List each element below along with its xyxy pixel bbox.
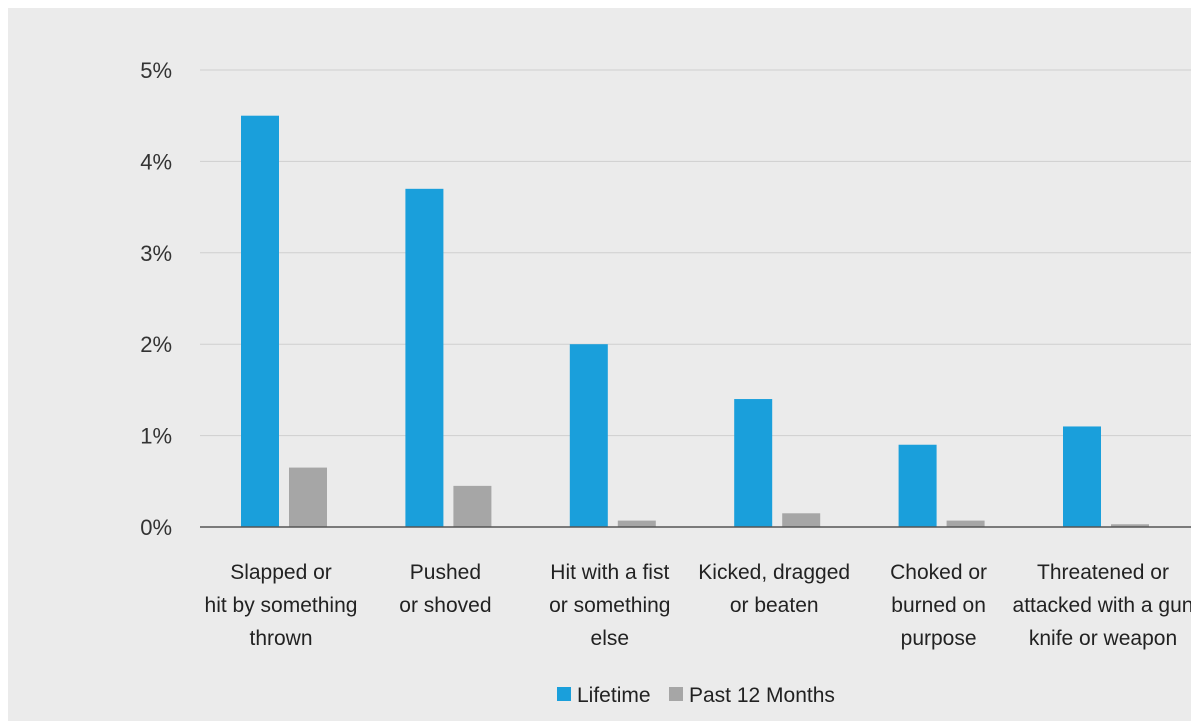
bar-lifetime bbox=[569, 344, 608, 527]
bar-past-12-months bbox=[946, 520, 985, 527]
y-tick-label: 0% bbox=[140, 515, 172, 540]
x-category-label-line: burned on bbox=[891, 594, 986, 617]
y-tick-label: 4% bbox=[140, 149, 172, 174]
x-category-label-line: Threatened or bbox=[1037, 561, 1169, 584]
bar-lifetime bbox=[734, 399, 773, 527]
y-tick-label: 3% bbox=[140, 241, 172, 266]
x-category-label: Slapped or hit by something thrown bbox=[205, 561, 358, 650]
x-category-label-line: hit by something bbox=[205, 594, 358, 617]
bar-chart: 0% 1% 2% 3% 4% 5% Slapped or hit by something t… bbox=[140, 58, 1191, 707]
x-category-label-line: or shoved bbox=[399, 594, 491, 617]
bar-past-12-months bbox=[1111, 524, 1149, 527]
x-category-label-line: Hit with a fist bbox=[550, 561, 669, 584]
grid-lines bbox=[200, 69, 1191, 437]
legend: Lifetime Past 12 Months bbox=[557, 684, 835, 707]
x-category-label-line: Pushed bbox=[410, 561, 481, 584]
y-axis-tick-labels: 0% 1% 2% 3% 4% 5% bbox=[140, 58, 172, 540]
x-category-label-line: else bbox=[591, 627, 630, 650]
legend-swatch bbox=[557, 687, 571, 701]
chart-panel: 0% 1% 2% 3% 4% 5% Slapped or hit by something t… bbox=[8, 8, 1191, 721]
x-category-label-line: attacked with a gun bbox=[1013, 594, 1191, 617]
legend-label: Lifetime bbox=[577, 684, 651, 707]
x-category-label-line: Choked or bbox=[890, 561, 987, 584]
bar-past-12-months bbox=[782, 513, 821, 527]
y-tick-label: 5% bbox=[140, 58, 172, 83]
bar-past-12-months bbox=[289, 467, 327, 527]
bar-past-12-months bbox=[617, 520, 656, 527]
x-category-label: Kicked, dragged or beaten bbox=[698, 561, 850, 617]
x-category-label: Threatened or attacked with a gun knife or… bbox=[1013, 561, 1191, 650]
y-tick-label: 2% bbox=[140, 332, 172, 357]
bar-lifetime bbox=[898, 444, 937, 527]
y-tick-label: 1% bbox=[140, 424, 172, 449]
x-category-label: Pushed or shoved bbox=[399, 561, 491, 617]
bars bbox=[241, 115, 1149, 527]
bar-lifetime bbox=[405, 188, 444, 527]
x-category-label-line: purpose bbox=[901, 627, 977, 650]
x-category-label-line: or beaten bbox=[730, 594, 819, 617]
x-axis-category-labels: Slapped or hit by something thrown Pushed or… bbox=[205, 561, 1191, 650]
x-category-label: Hit with a fist or something else bbox=[549, 561, 670, 650]
legend-label: Past 12 Months bbox=[689, 684, 835, 707]
bar-lifetime bbox=[241, 115, 279, 527]
x-category-label-line: Slapped or bbox=[230, 561, 332, 584]
legend-swatch bbox=[669, 687, 683, 701]
x-category-label-line: or something bbox=[549, 594, 670, 617]
bar-lifetime bbox=[1063, 426, 1101, 527]
bar-past-12-months bbox=[453, 485, 492, 527]
x-category-label: Choked or burned on purpose bbox=[890, 561, 987, 650]
x-category-label-line: knife or weapon bbox=[1029, 627, 1177, 650]
x-category-label-line: thrown bbox=[249, 627, 312, 650]
x-category-label-line: Kicked, dragged bbox=[698, 561, 850, 584]
